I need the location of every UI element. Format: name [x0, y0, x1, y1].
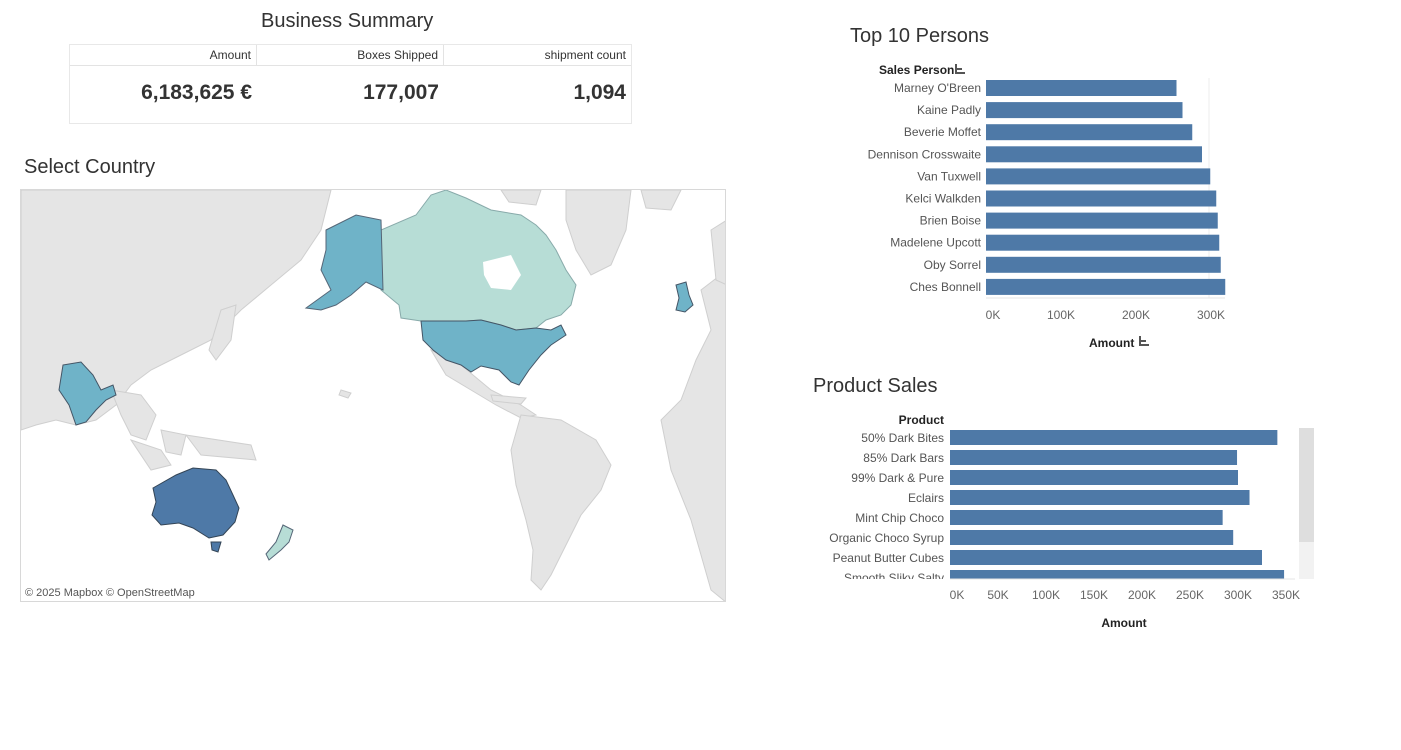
label-beverie-moffet[interactable]: Beverie Moffet	[904, 125, 982, 139]
label-eclairs[interactable]: Eclairs	[908, 491, 944, 505]
label-50-dark-bites[interactable]: 50% Dark Bites	[861, 431, 944, 445]
axis-sort-icon[interactable]	[1139, 336, 1149, 346]
business-summary-title: Business Summary	[261, 10, 434, 32]
tick-0k: 0K	[950, 588, 965, 602]
tick-100k: 100K	[1032, 588, 1060, 602]
country-map[interactable]: © 2025 Mapbox © OpenStreetMap	[20, 189, 726, 602]
sales-person-header[interactable]: Sales Person	[879, 63, 954, 77]
bar-ches-bonnell[interactable]	[986, 278, 1226, 295]
shipment-count-value[interactable]: 1,094	[573, 81, 626, 104]
label-85-dark-bars[interactable]: 85% Dark Bars	[863, 451, 944, 465]
label-dennison-crosswaite[interactable]: Dennison Crosswaite	[868, 147, 982, 161]
label-mint-chip-choco[interactable]: Mint Chip Choco	[855, 511, 944, 525]
product-scrollbar-thumb[interactable]	[1299, 428, 1314, 542]
top-persons-title: Top 10 Persons	[850, 25, 989, 47]
product-sales-title: Product Sales	[813, 375, 938, 397]
bar-oby-sorrel[interactable]	[986, 256, 1221, 273]
new-zealand-shape[interactable]	[265, 524, 294, 561]
label-marney-o-breen[interactable]: Marney O'Breen	[894, 81, 981, 95]
usa-shape[interactable]	[420, 319, 567, 386]
label-ches-bonnell[interactable]: Ches Bonnell	[910, 280, 981, 294]
bar-organic-choco-syrup[interactable]	[950, 530, 1234, 545]
bar-kaine-padly[interactable]	[986, 102, 1183, 119]
bar-madelene-upcott[interactable]	[986, 234, 1220, 251]
map-attribution[interactable]: © 2025 Mapbox © OpenStreetMap	[25, 587, 195, 599]
label-organic-choco-syrup[interactable]: Organic Choco Syrup	[829, 531, 944, 545]
alaska-shape[interactable]	[304, 214, 384, 311]
bar-smooth-sliky-salty[interactable]	[950, 570, 1285, 585]
tick-200k: 200K	[1128, 588, 1156, 602]
label-smooth-sliky-salty[interactable]: Smooth Sliky Salty	[844, 571, 944, 585]
label-peanut-butter-cubes[interactable]: Peanut Butter Cubes	[833, 551, 944, 565]
bar-brien-boise[interactable]	[986, 212, 1218, 229]
bar-peanut-butter-cubes[interactable]	[950, 550, 1262, 565]
label-oby-sorrel[interactable]: Oby Sorrel	[924, 258, 981, 272]
label-kelci-walkden[interactable]: Kelci Walkden	[905, 192, 981, 206]
tick-300k: 300K	[1197, 308, 1225, 322]
tick-350k: 350K	[1272, 588, 1300, 602]
india-shape[interactable]	[58, 361, 117, 426]
bar-mint-chip-choco[interactable]	[950, 510, 1223, 525]
label-kaine-padly[interactable]: Kaine Padly	[917, 103, 981, 117]
bar-beverie-moffet[interactable]	[986, 124, 1193, 141]
tick-150k: 150K	[1080, 588, 1108, 602]
australia-shape[interactable]	[151, 467, 240, 539]
boxes-shipped-header[interactable]: Boxes Shipped	[257, 45, 444, 66]
amount-header[interactable]: Amount	[70, 45, 257, 66]
bar-marney-o-breen[interactable]	[986, 80, 1177, 96]
label-van-tuxwell[interactable]: Van Tuxwell	[917, 169, 981, 183]
tick-300k: 300K	[1224, 588, 1252, 602]
top-persons-chart[interactable]: Sales Person Marney O'Breen Kaine Padly Be…	[850, 58, 1250, 358]
tick-100k: 100K	[1047, 308, 1075, 322]
bar-eclairs[interactable]	[950, 490, 1250, 505]
boxes-shipped-value[interactable]: 177,007	[363, 81, 439, 104]
select-country-title: Select Country	[24, 156, 156, 178]
tick-0k: 0K	[986, 308, 1001, 322]
shipment-count-header[interactable]: shipment count	[444, 45, 631, 66]
bar-kelci-walkden[interactable]	[986, 190, 1217, 207]
label-brien-boise[interactable]: Brien Boise	[920, 214, 982, 228]
bar-85-dark-bars[interactable]	[950, 450, 1238, 465]
tick-50k: 50K	[987, 588, 1008, 602]
product-axis-title[interactable]: Amount	[1101, 616, 1146, 630]
tick-200k: 200K	[1122, 308, 1150, 322]
product-sales-chart[interactable]: Product 50% Dark Bites 85% Dark Bars 99% D…	[813, 408, 1323, 638]
persons-axis-title[interactable]: Amount	[1089, 336, 1134, 350]
uk-shape[interactable]	[675, 281, 694, 313]
label-madelene-upcott[interactable]: Madelene Upcott	[890, 236, 981, 250]
amount-value[interactable]: 6,183,625 €	[141, 81, 252, 104]
canada-shape[interactable]	[380, 190, 577, 331]
tick-250k: 250K	[1176, 588, 1204, 602]
bar-van-tuxwell[interactable]	[986, 168, 1211, 185]
bar-50-dark-bites[interactable]	[950, 430, 1278, 445]
background-land	[21, 190, 725, 601]
bar-99-dark-pure[interactable]	[950, 470, 1238, 485]
business-summary-table: Amount Boxes Shipped shipment count 6,18…	[69, 44, 632, 124]
bar-dennison-crosswaite[interactable]	[986, 146, 1202, 163]
tasmania-shape[interactable]	[210, 541, 222, 553]
sort-icon[interactable]	[955, 64, 965, 74]
product-header[interactable]: Product	[899, 413, 944, 427]
label-99-dark-pure[interactable]: 99% Dark & Pure	[851, 471, 944, 485]
